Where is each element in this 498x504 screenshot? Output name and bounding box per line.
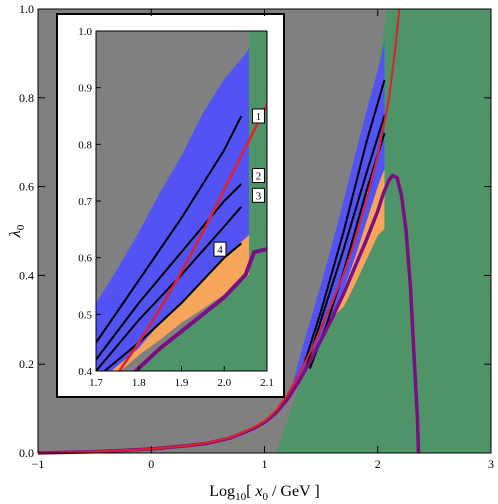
x-tick-label: −1 [32,457,45,471]
inset-plot: 1.7 1.8 1.9 2.0 2.1 0.4 0.5 0.6 0.7 0.8 0.9 1.0 1 2 3 4 [56,13,285,398]
x-axis-title-part-3: x [254,483,262,500]
x-tick-label: 0 [148,457,154,471]
y-axis-title-sub: 0 [15,224,27,230]
inset-purple-curve [132,247,267,371]
y-tick-label: 1.0 [19,2,34,16]
x-tick-label: 3 [488,457,494,471]
inset-y-tick-label: 0.9 [78,83,92,95]
x-axis-title: Log10[ x0 / GeV ] [209,483,319,503]
orange-region [332,168,385,318]
label-box-text-1: 1 [256,111,262,123]
x-axis-title-part-2: [ [246,483,255,500]
inset-x-tick-label: 2.1 [260,377,274,389]
red-curve [37,8,401,454]
x-tick-label: 2 [375,457,381,471]
x-axis-title-part-0: Log [209,483,235,500]
inset-green-lower [96,249,267,371]
inset-y-tick-label: 0.5 [78,309,92,321]
inset-black-line-4 [103,242,242,371]
inset-x-tick-label: 2.0 [217,377,231,389]
inset-black-line-1 [96,115,243,344]
y-tick-label: 0.6 [19,180,34,194]
inset-plot-area [96,31,267,371]
inset-x-tick-label: 1.8 [132,377,146,389]
x-tick-label: 1 [262,457,268,471]
label-box-3 [251,187,265,203]
label-box-text-4: 4 [217,244,223,256]
y-tick-label: 0.8 [19,91,34,105]
blue-region [289,40,385,396]
x-axis-title-part-5: / GeV ] [268,483,320,500]
y-axis-title-var: λ [7,230,24,238]
inset-y-tick-label: 0.7 [78,196,92,208]
inset-x-tick-label: 1.9 [175,377,189,389]
y-tick-label: 0.2 [19,357,34,371]
label-box-4 [213,241,227,257]
x-axis-title-part-1: 10 [235,491,247,503]
x-axis-title-part-4: 0 [263,491,269,503]
inset-black-line-2 [96,183,243,361]
inset-blue-region [96,48,249,371]
inset-x-tick-label: 1.7 [89,377,103,389]
label-box-text-3: 3 [256,190,262,202]
label-box-1 [251,108,265,124]
inset-y-tick-label: 1.0 [78,26,92,38]
y-tick-label: 0.4 [19,268,34,282]
black-line-1 [303,79,386,365]
y-axis-title: λ0 [7,224,27,238]
inset-y-tick-label: 0.4 [78,366,92,378]
black-line-2 [305,115,386,367]
y-tick-label: 0.0 [19,446,34,460]
inset-black-line-3 [96,206,243,371]
inset-red-curve [117,104,267,371]
inset-y-tick-label: 0.6 [78,253,92,265]
label-box-2 [251,168,265,183]
inset-y-tick-label: 0.8 [78,139,92,151]
label-box-text-2: 2 [256,171,262,183]
